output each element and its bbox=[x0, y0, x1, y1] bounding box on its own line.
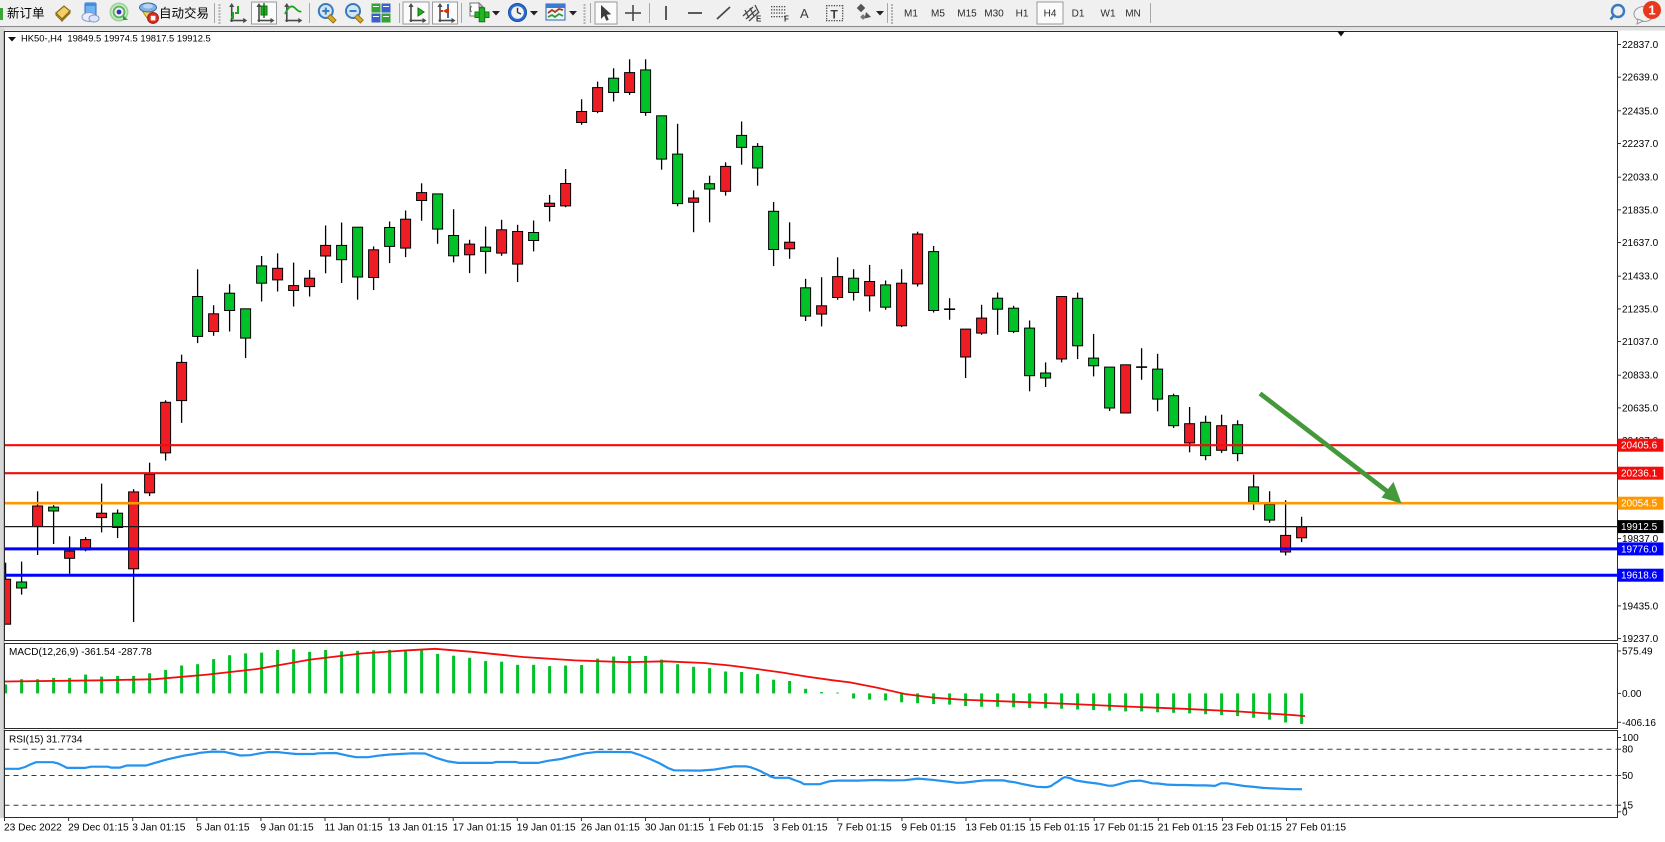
svg-text:0: 0 bbox=[1622, 807, 1628, 818]
svg-text:19776.0: 19776.0 bbox=[1621, 544, 1658, 555]
svg-text:22435.0: 22435.0 bbox=[1622, 106, 1659, 117]
svg-text:20236.1: 20236.1 bbox=[1621, 469, 1658, 480]
svg-text:H4: H4 bbox=[1044, 9, 1057, 20]
svg-text:15 Feb 01:15: 15 Feb 01:15 bbox=[1030, 823, 1090, 834]
svg-text:13 Jan 01:15: 13 Jan 01:15 bbox=[389, 823, 448, 834]
svg-text:0.00: 0.00 bbox=[1622, 689, 1642, 700]
svg-text:MACD(12,26,9) -361.54 -287.78: MACD(12,26,9) -361.54 -287.78 bbox=[9, 647, 152, 658]
svg-text:9 Jan 01:15: 9 Jan 01:15 bbox=[260, 823, 314, 834]
svg-text:W1: W1 bbox=[1101, 9, 1116, 20]
svg-text:19912.5: 19912.5 bbox=[1621, 522, 1658, 533]
svg-text:23 Feb 01:15: 23 Feb 01:15 bbox=[1222, 823, 1282, 834]
svg-text:A: A bbox=[800, 6, 809, 21]
svg-text:20054.5: 20054.5 bbox=[1621, 499, 1658, 510]
svg-text:21037.0: 21037.0 bbox=[1622, 337, 1659, 348]
svg-text:HK50-,H4 19849.5 19974.5 1981: HK50-,H4 19849.5 19974.5 19817.5 19912.5 bbox=[21, 33, 211, 44]
svg-text:1: 1 bbox=[1648, 3, 1655, 18]
svg-text:RSI(15) 31.7734: RSI(15) 31.7734 bbox=[9, 735, 83, 746]
svg-text:9 Feb 01:15: 9 Feb 01:15 bbox=[901, 823, 956, 834]
svg-text:50: 50 bbox=[1622, 771, 1634, 782]
svg-text:-406.16: -406.16 bbox=[1622, 718, 1656, 729]
svg-text:100: 100 bbox=[1622, 733, 1639, 744]
svg-text:19618.6: 19618.6 bbox=[1621, 571, 1658, 582]
svg-text:19435.0: 19435.0 bbox=[1622, 601, 1659, 612]
svg-text:1 Feb 01:15: 1 Feb 01:15 bbox=[709, 823, 764, 834]
svg-text:19237.0: 19237.0 bbox=[1622, 634, 1659, 645]
svg-text:19837.0: 19837.0 bbox=[1622, 534, 1659, 545]
svg-text:29 Dec 01:15: 29 Dec 01:15 bbox=[68, 823, 129, 834]
svg-text:17 Feb 01:15: 17 Feb 01:15 bbox=[1094, 823, 1154, 834]
svg-text:T: T bbox=[831, 8, 839, 22]
svg-text:21835.0: 21835.0 bbox=[1622, 205, 1659, 216]
svg-text:自动交易: 自动交易 bbox=[159, 6, 209, 21]
svg-text:575.49: 575.49 bbox=[1622, 647, 1653, 658]
svg-text:3 Jan 01:15: 3 Jan 01:15 bbox=[132, 823, 186, 834]
svg-text:20405.6: 20405.6 bbox=[1621, 441, 1658, 452]
svg-text:D1: D1 bbox=[1072, 9, 1085, 20]
svg-text:21235.0: 21235.0 bbox=[1622, 304, 1659, 315]
svg-text:M30: M30 bbox=[984, 9, 1004, 20]
svg-text:19 Jan 01:15: 19 Jan 01:15 bbox=[517, 823, 576, 834]
svg-text:22237.0: 22237.0 bbox=[1622, 139, 1659, 150]
svg-text:21637.0: 21637.0 bbox=[1622, 238, 1659, 249]
svg-text:22837.0: 22837.0 bbox=[1622, 40, 1659, 51]
svg-text:15: 15 bbox=[1622, 801, 1634, 812]
svg-text:F: F bbox=[784, 15, 789, 24]
svg-text:80: 80 bbox=[1622, 745, 1634, 756]
svg-text:21433.0: 21433.0 bbox=[1622, 272, 1659, 283]
svg-text:26 Jan 01:15: 26 Jan 01:15 bbox=[581, 823, 640, 834]
svg-text:30 Jan 01:15: 30 Jan 01:15 bbox=[645, 823, 704, 834]
svg-text:23 Dec 2022: 23 Dec 2022 bbox=[4, 823, 62, 834]
svg-text:20635.0: 20635.0 bbox=[1622, 403, 1659, 414]
svg-text:M5: M5 bbox=[931, 9, 945, 20]
svg-text:M15: M15 bbox=[957, 9, 977, 20]
svg-text:新订单: 新订单 bbox=[7, 6, 45, 21]
svg-text:H1: H1 bbox=[1016, 9, 1029, 20]
svg-text:17 Jan 01:15: 17 Jan 01:15 bbox=[453, 823, 512, 834]
svg-text:27 Feb 01:15: 27 Feb 01:15 bbox=[1286, 823, 1346, 834]
svg-text:5 Jan 01:15: 5 Jan 01:15 bbox=[196, 823, 250, 834]
svg-text:3 Feb 01:15: 3 Feb 01:15 bbox=[773, 823, 828, 834]
svg-text:11 Jan 01:15: 11 Jan 01:15 bbox=[325, 823, 383, 834]
svg-text:MN: MN bbox=[1125, 9, 1141, 20]
svg-text:13 Feb 01:15: 13 Feb 01:15 bbox=[966, 823, 1026, 834]
svg-text:7 Feb 01:15: 7 Feb 01:15 bbox=[837, 823, 892, 834]
svg-text:22639.0: 22639.0 bbox=[1622, 73, 1659, 84]
svg-text:22033.0: 22033.0 bbox=[1622, 173, 1659, 184]
svg-text:20833.0: 20833.0 bbox=[1622, 371, 1659, 382]
svg-text:E: E bbox=[756, 15, 762, 24]
svg-text:21 Feb 01:15: 21 Feb 01:15 bbox=[1158, 823, 1218, 834]
svg-text:M1: M1 bbox=[904, 9, 918, 20]
